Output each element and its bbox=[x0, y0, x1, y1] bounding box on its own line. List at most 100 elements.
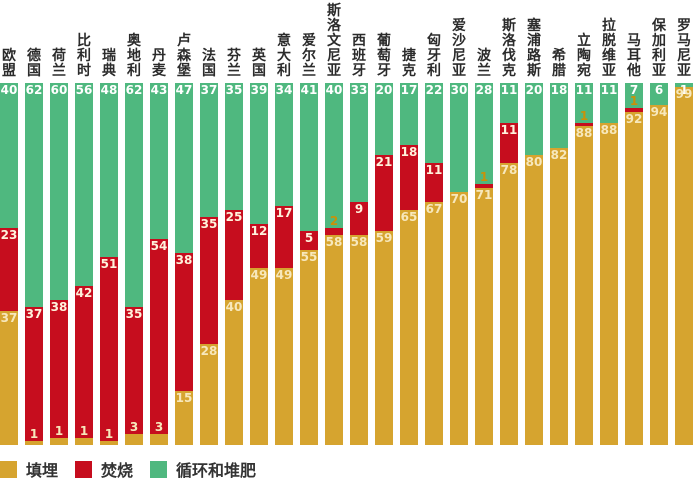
value-incineration: 42 bbox=[75, 285, 93, 300]
value-landfill: 58 bbox=[325, 235, 343, 250]
segment-landfill bbox=[500, 162, 518, 445]
value-incineration: 23 bbox=[0, 227, 18, 242]
legend-swatch bbox=[150, 460, 167, 478]
segment-recycling bbox=[425, 83, 443, 163]
value-recycling: 40 bbox=[0, 83, 18, 97]
country-label-char: 兰 bbox=[227, 63, 241, 79]
country-label-char: 拉 bbox=[602, 18, 616, 34]
segment-incineration bbox=[375, 155, 393, 232]
country-label-char: 利 bbox=[277, 63, 291, 79]
country-label: 比利时 bbox=[72, 0, 96, 79]
country-label-char: 法 bbox=[202, 48, 216, 64]
segment-recycling bbox=[575, 83, 593, 123]
value-landfill: 58 bbox=[350, 235, 368, 250]
country-label: 奥地利 bbox=[122, 0, 146, 79]
country-label-char: 沙 bbox=[452, 33, 466, 49]
country-label-char: 塞 bbox=[527, 18, 541, 34]
value-incineration: 1 bbox=[579, 108, 589, 123]
value-recycling: 60 bbox=[50, 83, 68, 97]
country-label-char: 捷 bbox=[402, 48, 416, 64]
value-incineration: 5 bbox=[304, 231, 314, 246]
value-incineration: 17 bbox=[275, 206, 293, 221]
country-label-char: 意 bbox=[277, 33, 291, 49]
value-recycling: 6 bbox=[654, 83, 664, 97]
country-label: 匈牙利 bbox=[422, 0, 446, 79]
segment-incineration bbox=[275, 206, 293, 268]
value-landfill: 1 bbox=[104, 427, 114, 442]
value-recycling: 11 bbox=[575, 83, 593, 97]
segment-recycling bbox=[500, 83, 518, 123]
country-label: 拉脱维亚 bbox=[597, 0, 621, 79]
value-recycling: 7 bbox=[629, 83, 639, 97]
country-label-char: 牙 bbox=[427, 48, 441, 64]
segment-landfill bbox=[300, 249, 318, 445]
country-label: 西班牙 bbox=[347, 0, 371, 79]
value-landfill: 49 bbox=[250, 267, 268, 282]
value-recycling: 1 bbox=[679, 83, 689, 97]
segment-landfill bbox=[50, 437, 68, 445]
segment-incineration bbox=[50, 300, 68, 438]
segment-recycling bbox=[75, 83, 93, 286]
segment-incineration bbox=[300, 231, 318, 250]
segment-recycling bbox=[50, 83, 68, 301]
country-label-char: 荷 bbox=[52, 48, 66, 64]
segment-landfill bbox=[425, 202, 443, 445]
country-label-char: 地 bbox=[127, 48, 141, 64]
segment-landfill bbox=[0, 311, 18, 445]
segment-incineration bbox=[175, 253, 193, 391]
value-landfill: 1 bbox=[29, 427, 39, 442]
country-label-char: 斯 bbox=[527, 63, 541, 79]
country-label-char: 瑞 bbox=[102, 48, 116, 64]
country-label-char: 陶 bbox=[577, 48, 591, 64]
country-label-char: 马 bbox=[677, 33, 691, 49]
country-label: 捷克 bbox=[397, 0, 421, 79]
segment-recycling bbox=[600, 83, 618, 123]
segment-incineration bbox=[325, 227, 343, 236]
segment-incineration bbox=[225, 209, 243, 301]
value-recycling: 17 bbox=[400, 83, 418, 97]
segment-incineration bbox=[425, 162, 443, 203]
value-landfill: 70 bbox=[450, 191, 468, 206]
country-label-char: 伐 bbox=[502, 48, 516, 64]
segment-incineration bbox=[475, 184, 493, 188]
country-label-char: 耳 bbox=[627, 48, 641, 64]
country-label-char: 波 bbox=[477, 48, 491, 64]
value-landfill: 55 bbox=[300, 249, 318, 264]
country-label-char: 班 bbox=[352, 48, 366, 64]
segment-recycling bbox=[450, 83, 468, 192]
legend-swatch bbox=[75, 460, 92, 478]
value-incineration: 18 bbox=[400, 144, 418, 159]
segment-incineration bbox=[350, 202, 368, 236]
country-label-char: 丹 bbox=[152, 48, 166, 64]
segment-landfill bbox=[675, 86, 693, 445]
country-label-char: 路 bbox=[527, 48, 541, 64]
country-label-char: 宛 bbox=[577, 63, 591, 79]
country-label-char: 亚 bbox=[602, 63, 616, 79]
value-incineration: 11 bbox=[425, 162, 443, 177]
country-label-char: 亚 bbox=[327, 63, 341, 79]
segment-landfill bbox=[25, 441, 43, 445]
value-landfill: 37 bbox=[0, 311, 18, 326]
segment-landfill bbox=[100, 441, 118, 445]
segment-recycling bbox=[350, 83, 368, 203]
segment-landfill bbox=[250, 267, 268, 445]
country-label-char: 洛 bbox=[502, 33, 516, 49]
country-label-char: 保 bbox=[652, 18, 666, 34]
segment-recycling bbox=[25, 83, 43, 308]
segment-recycling bbox=[400, 83, 418, 145]
value-recycling: 41 bbox=[300, 83, 318, 97]
segment-landfill bbox=[650, 104, 668, 445]
country-label: 爱沙尼亚 bbox=[447, 0, 471, 79]
segment-recycling bbox=[100, 83, 118, 257]
value-recycling: 35 bbox=[225, 83, 243, 97]
country-label-char: 爱 bbox=[452, 18, 466, 34]
country-label-char: 加 bbox=[652, 33, 666, 49]
segment-landfill bbox=[400, 209, 418, 445]
segment-recycling bbox=[650, 83, 668, 105]
value-landfill: 92 bbox=[625, 111, 643, 126]
country-label-char: 克 bbox=[502, 63, 516, 79]
value-incineration: 54 bbox=[150, 238, 168, 253]
country-label: 马耳他 bbox=[622, 0, 646, 79]
country-label-char: 堡 bbox=[177, 63, 191, 79]
value-landfill: 94 bbox=[650, 104, 668, 119]
